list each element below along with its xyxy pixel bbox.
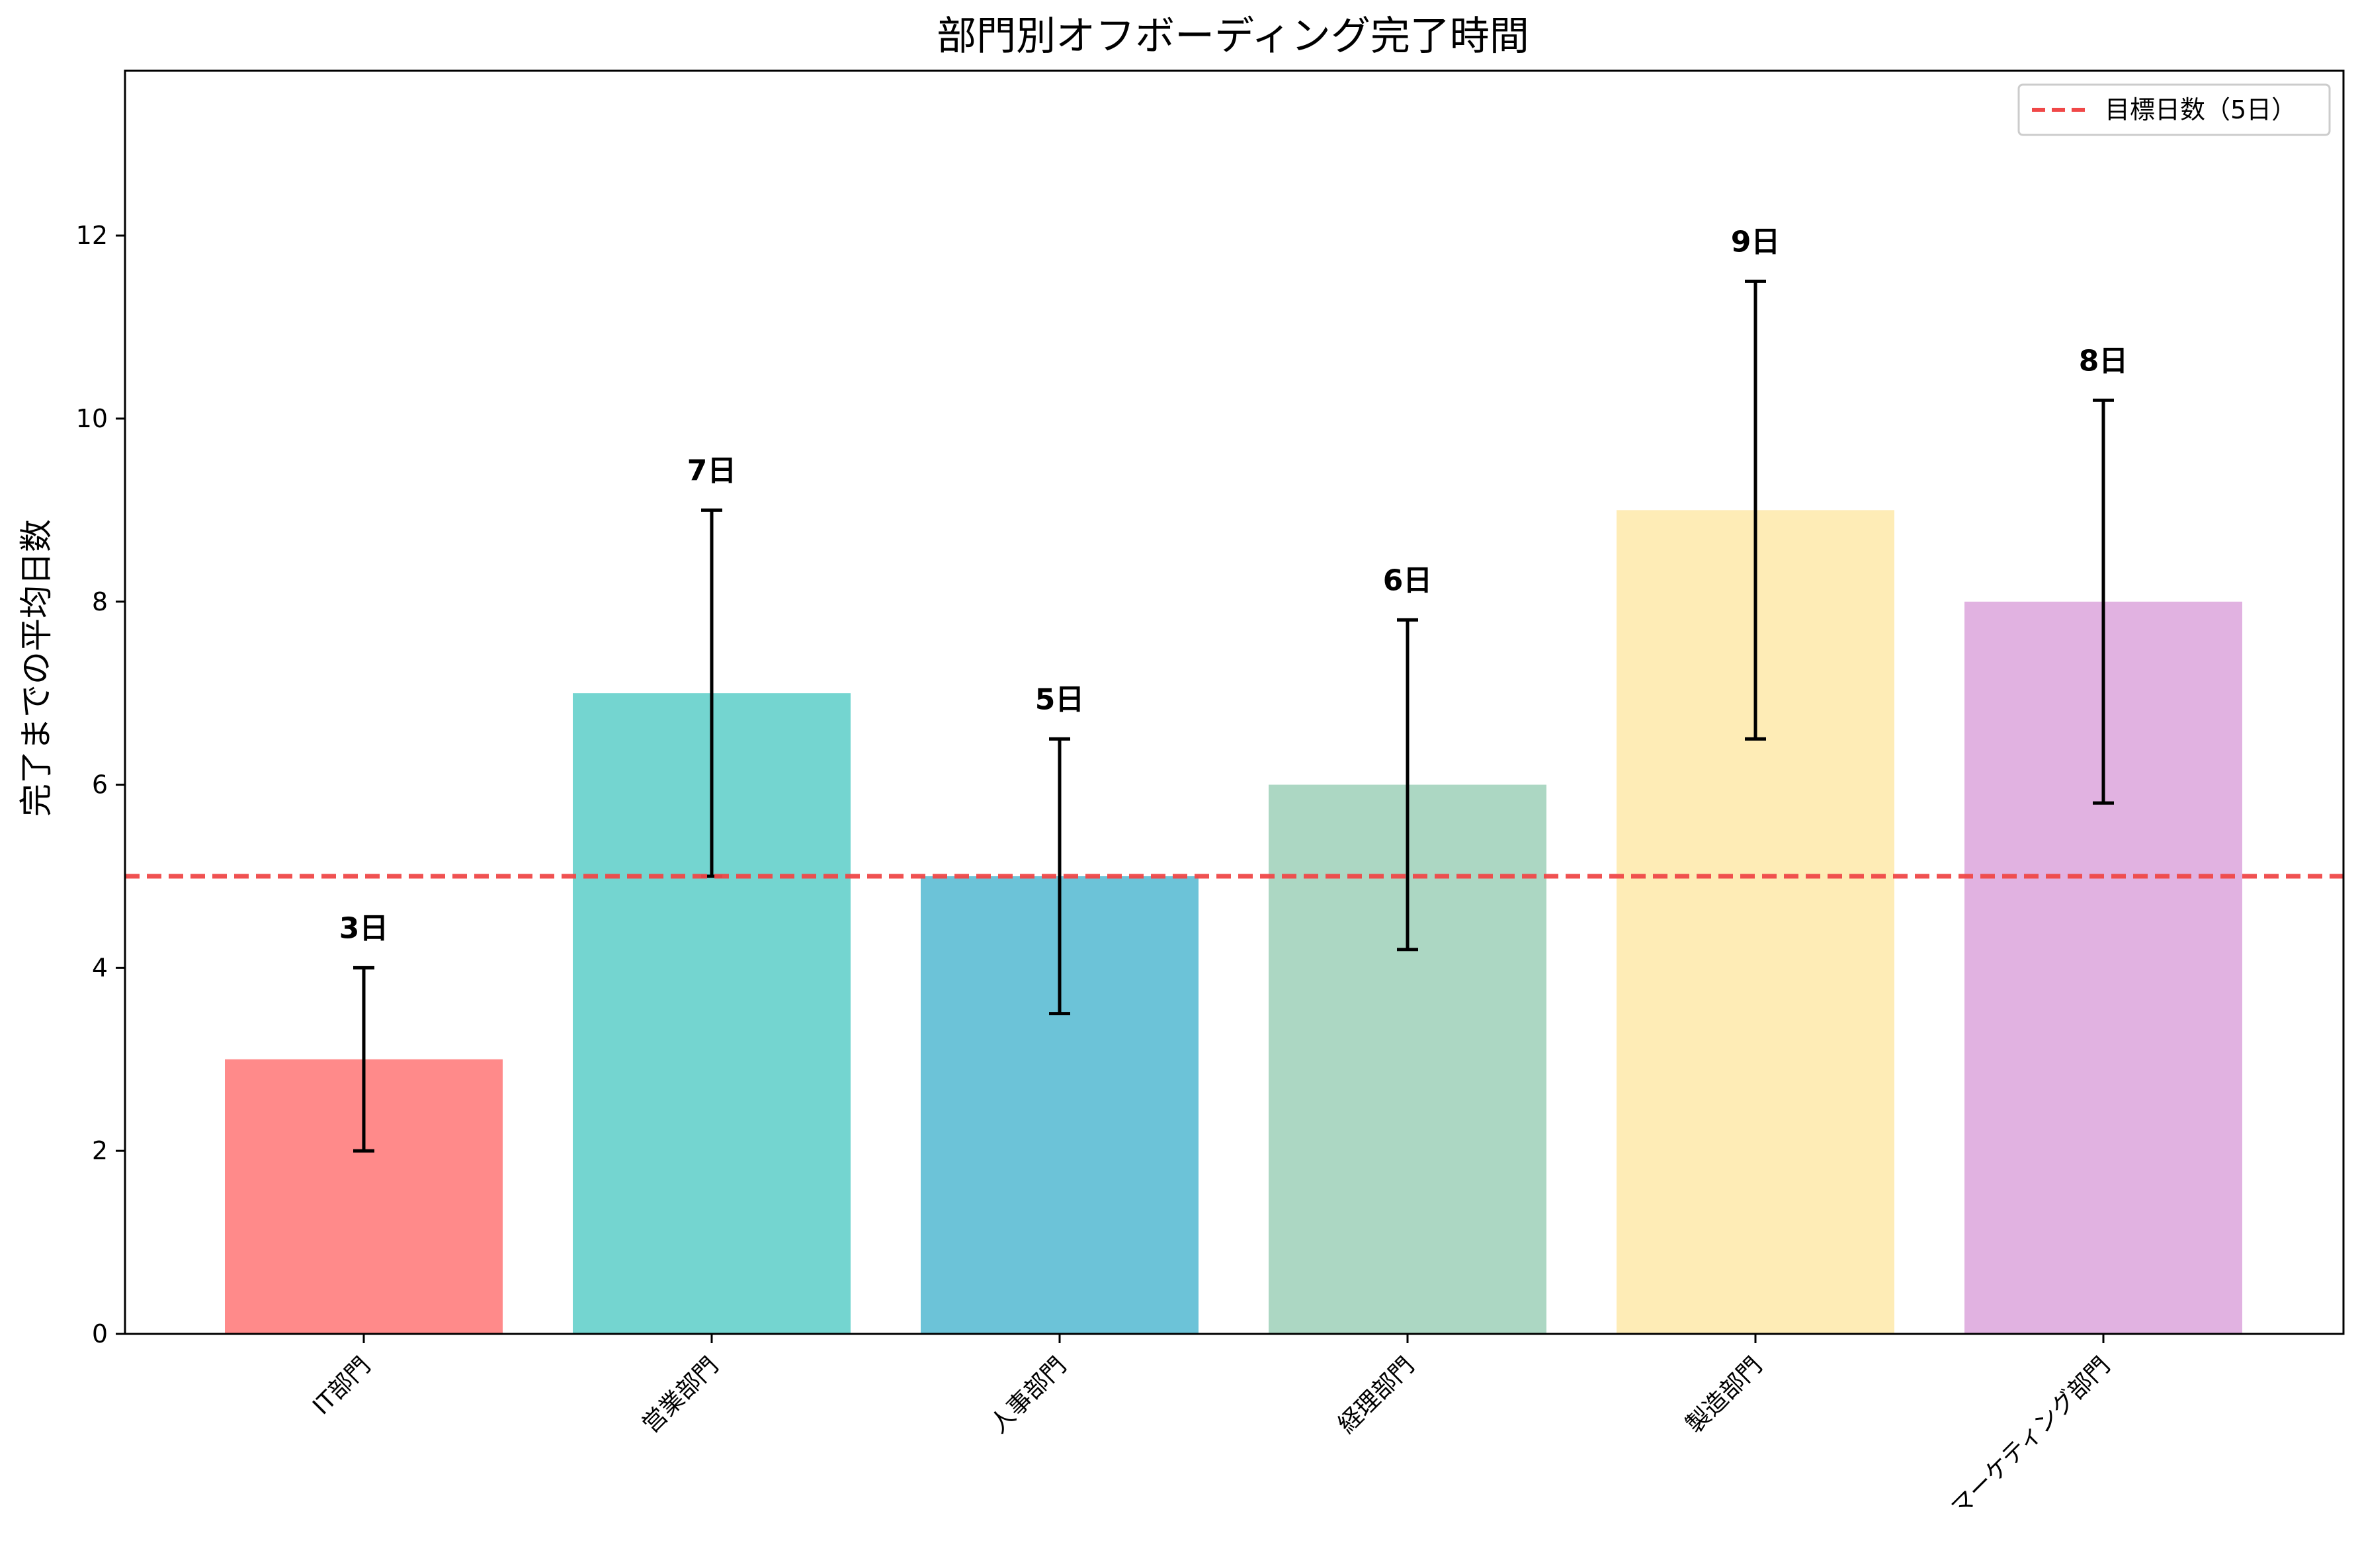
error-bars-group (353, 279, 2114, 1153)
y-axis-label: 完了までの平均日数 (17, 519, 56, 817)
data-label-2: 5日 (1035, 682, 1085, 716)
data-labels-group: 3日 7日 5日 6日 9日 8日 (339, 225, 2128, 945)
error-bar-5 (2093, 398, 2114, 805)
data-label-0: 3日 (339, 911, 389, 945)
x-tick-label-4: 製造部門 (1681, 1352, 1768, 1438)
y-tick-label-4: 8 (92, 587, 108, 616)
x-axis: IT部門 営業部門 人事部門 経理部門 製造部門 マーケティング部門 (308, 1334, 2115, 1521)
error-bar-3 (1397, 618, 1418, 952)
y-tick-label-6: 12 (76, 221, 108, 250)
y-tick-label-3: 6 (92, 770, 108, 800)
y-tick-label-0: 0 (92, 1319, 108, 1348)
legend: 目標日数（5日） (2017, 83, 2331, 136)
x-tick-label-1: 営業部門 (638, 1352, 724, 1438)
x-tick-label-5: マーケティング部門 (1946, 1352, 2115, 1521)
y-tick-label-2: 4 (92, 953, 108, 982)
bars-group (225, 510, 2242, 1334)
data-label-5: 8日 (2079, 344, 2128, 378)
plot-frame (124, 69, 2345, 1335)
x-tick-label-2: 人事部門 (986, 1352, 1072, 1438)
x-tick-label-0: IT部門 (308, 1352, 376, 1420)
y-tick-label-5: 10 (76, 404, 108, 433)
error-bar-2 (1049, 737, 1070, 1016)
legend-box (2017, 83, 2331, 136)
x-tick-label-3: 経理部門 (1333, 1352, 1420, 1438)
error-bar-0 (353, 966, 374, 1153)
y-tick-label-1: 2 (92, 1136, 108, 1165)
data-label-4: 9日 (1731, 225, 1781, 259)
data-label-1: 7日 (687, 454, 737, 487)
error-bar-4 (1745, 279, 1766, 741)
chart-title: 部門別オフボーディング完了時間 (937, 13, 1529, 60)
y-axis: 0 2 4 6 8 10 12 (76, 221, 125, 1348)
data-label-3: 6日 (1383, 563, 1433, 597)
legend-entry-reference-line: 目標日数（5日） (2105, 95, 2297, 124)
